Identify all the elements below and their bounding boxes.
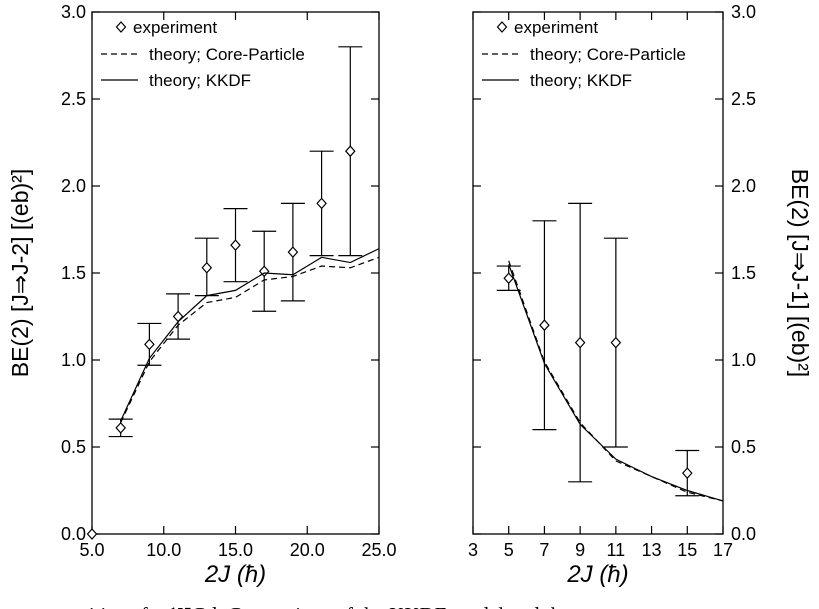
chart-panel-right: 0.0 0.5 1.0 1.5 2.0 2.5 3.0 3 5 7 9 11 13 15 17 2J (ħ) B… bbox=[468, 2, 813, 588]
data-point bbox=[539, 319, 550, 332]
x-tick-label: 9 bbox=[575, 540, 585, 560]
legend-marker-experiment bbox=[496, 21, 508, 33]
legend-label-kkdf: theory; KKDF bbox=[530, 71, 632, 90]
x-tick-label: 5 bbox=[504, 540, 514, 560]
x-tick-label: 13 bbox=[642, 540, 662, 560]
series-experiment bbox=[496, 202, 700, 497]
x-axis-label: 2J (ħ) bbox=[566, 561, 628, 588]
x-tick-label: 20.0 bbox=[290, 540, 325, 560]
y-tick-label: 1.5 bbox=[61, 263, 86, 283]
plot-frame bbox=[472, 11, 724, 535]
y-tick-label: 0.5 bbox=[731, 437, 756, 457]
y-tick-label: 1.5 bbox=[731, 263, 756, 283]
x-tick-label: 3 bbox=[468, 540, 478, 560]
x-tick-label: 5.0 bbox=[79, 540, 104, 560]
x-tick-label: 11 bbox=[607, 540, 626, 560]
y-tick-label: 1.0 bbox=[61, 350, 86, 370]
data-point bbox=[201, 261, 213, 274]
x-axis-label: 2J (ħ) bbox=[204, 561, 266, 588]
y-tick-label: 0.0 bbox=[731, 524, 756, 544]
data-point bbox=[344, 145, 356, 158]
y-tick-label: 2.5 bbox=[731, 89, 756, 109]
y-tick-label: 2.0 bbox=[731, 176, 756, 196]
y-axis-label: BE(2) [J⇒J-1] [(eb)²] bbox=[787, 169, 813, 377]
legend-label-core-particle: theory; Core-Particle bbox=[149, 45, 305, 64]
data-point bbox=[115, 421, 127, 434]
data-point bbox=[681, 467, 693, 479]
legend-label-kkdf: theory; KKDF bbox=[149, 71, 251, 90]
x-tick-label: 15 bbox=[677, 540, 697, 560]
x-tick-label: 7 bbox=[539, 540, 549, 560]
data-point bbox=[230, 239, 241, 252]
data-point bbox=[287, 246, 299, 259]
x-tick-label: 25.0 bbox=[361, 540, 396, 560]
data-point bbox=[144, 338, 155, 351]
y-tick-label: 2.0 bbox=[61, 176, 86, 196]
figure-caption: transitions for ¹⁵⁷Gd. Comparison of the… bbox=[48, 603, 562, 609]
data-point bbox=[503, 272, 515, 285]
legend: experiment theory; Core-Particle theory; K… bbox=[101, 18, 305, 90]
x-tick-label: 15.0 bbox=[218, 540, 253, 560]
legend-label-experiment: experiment bbox=[133, 18, 217, 37]
y-tick-label: 3.0 bbox=[61, 2, 86, 22]
y-tick-label: 2.5 bbox=[61, 89, 86, 109]
legend: experiment theory; Core-Particle theory; K… bbox=[482, 18, 686, 90]
x-tick-label: 17 bbox=[713, 540, 733, 560]
series-kkdf-line bbox=[508, 264, 724, 502]
legend-marker-experiment bbox=[115, 21, 127, 33]
data-point bbox=[574, 336, 586, 349]
y-tick-label: 0.5 bbox=[61, 437, 86, 457]
series-core-particle-line bbox=[508, 260, 724, 502]
series-kkdf-line bbox=[120, 248, 380, 422]
data-point bbox=[86, 528, 98, 540]
data-point bbox=[316, 197, 327, 210]
chart-panel-left: 0.0 0.5 1.0 1.5 2.0 2.5 3.0 5.0 10.0 15.0 20.0 25.0… bbox=[7, 2, 397, 588]
legend-label-experiment: experiment bbox=[514, 18, 598, 37]
y-tick-label: 3.0 bbox=[731, 2, 756, 22]
series-experiment bbox=[86, 46, 363, 540]
y-tick-label: 0.0 bbox=[61, 524, 86, 544]
series-core-particle-line bbox=[120, 256, 380, 423]
legend-label-core-particle: theory; Core-Particle bbox=[530, 45, 686, 64]
y-tick-label: 1.0 bbox=[731, 350, 756, 370]
y-axis-label: BE(2) [J⇒J-2] [(eb)²] bbox=[7, 169, 33, 377]
data-point bbox=[172, 310, 184, 323]
x-tick-label: 10.0 bbox=[146, 540, 181, 560]
data-point bbox=[610, 336, 622, 349]
